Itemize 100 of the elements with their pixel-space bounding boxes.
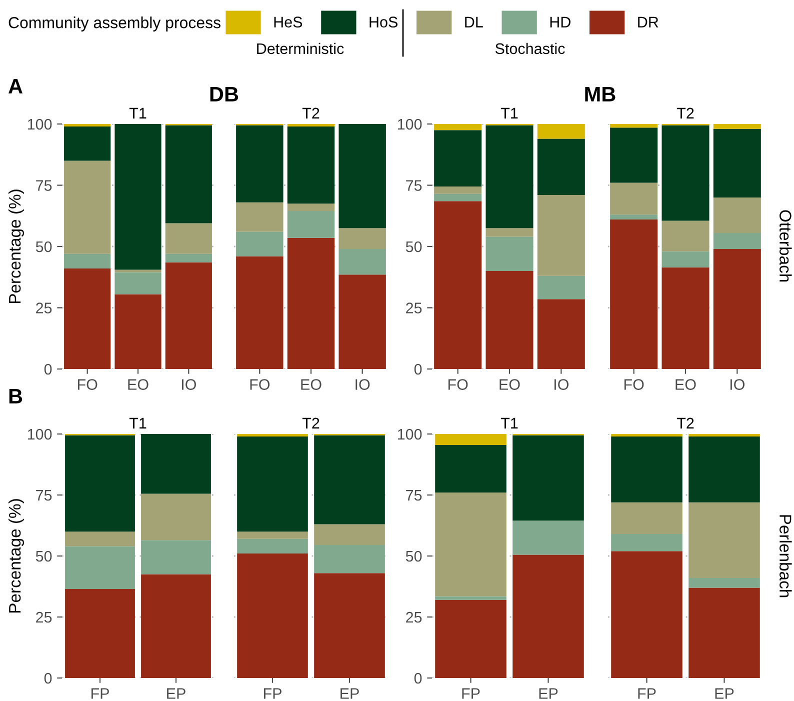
bar (314, 573, 385, 678)
y-tick-label: 75 (406, 490, 422, 501)
bar (512, 520, 584, 555)
bar (338, 274, 386, 369)
chart-title: T1 (129, 418, 146, 428)
bar (688, 588, 760, 678)
legend-label: HoS (370, 16, 398, 28)
bar (141, 574, 211, 678)
y-tick-label: 0 (44, 364, 52, 375)
x-tick-label: FO (624, 379, 644, 390)
bar (486, 228, 534, 237)
x-tick-label: EO (301, 379, 322, 390)
chart-title: T2 (302, 418, 320, 428)
x-tick-label: IO (182, 379, 196, 390)
bar (236, 125, 284, 202)
bar (434, 201, 482, 369)
bar (314, 524, 385, 546)
legend-label: DL (465, 16, 483, 28)
x-tick-label: FO (250, 379, 270, 390)
legend-label: HeS (274, 16, 302, 28)
x-tick-label: EP (167, 688, 186, 699)
x-tick-label: FO (448, 379, 468, 390)
text: A (8, 79, 22, 94)
x-tick-label: FO (78, 379, 98, 390)
bar (434, 194, 482, 202)
x-tick-label: FP (91, 688, 109, 699)
bar (610, 124, 658, 128)
y-tick-label: 50 (406, 550, 422, 562)
bar (64, 254, 111, 269)
bar (662, 220, 710, 252)
y-tick-label: 50 (36, 550, 52, 562)
bar (434, 186, 482, 194)
bar (287, 238, 335, 369)
x-tick-label: EP (539, 688, 558, 699)
chart-title: T2 (676, 108, 694, 118)
bar (165, 125, 212, 224)
bar (338, 124, 386, 228)
bar (435, 444, 506, 493)
bar (610, 214, 658, 220)
bar (611, 551, 682, 678)
bar (114, 272, 162, 294)
bar (662, 251, 710, 268)
bar (314, 435, 385, 524)
bar (314, 545, 385, 574)
bar (688, 578, 760, 588)
bar (486, 125, 534, 228)
x-tick-label: EO (676, 379, 696, 390)
bar (114, 124, 162, 270)
chart-title: T1 (500, 108, 518, 118)
bar (537, 299, 585, 369)
bar (486, 236, 534, 271)
y-tick-label: 0 (414, 672, 422, 684)
x-tick-label: IO (730, 379, 744, 390)
bar (338, 228, 386, 249)
bar (537, 195, 585, 276)
y-tick-label: 100 (398, 118, 422, 130)
text: Stochastic (495, 42, 565, 54)
bar (65, 435, 135, 532)
bar (434, 130, 482, 186)
bar (537, 276, 585, 300)
x-tick-label: EO (500, 379, 520, 390)
bar (237, 436, 308, 532)
y-tick-label: 100 (28, 428, 52, 440)
bar (662, 125, 710, 221)
y-tick-label: 25 (406, 302, 422, 314)
bar (237, 532, 308, 539)
bar (611, 502, 682, 534)
bar (688, 436, 760, 502)
bar (65, 588, 135, 678)
text: Perlenbach (780, 515, 792, 598)
y-tick-label: 100 (398, 428, 422, 440)
text: DB (210, 87, 238, 102)
bar (434, 124, 482, 130)
x-tick-label: FP (462, 688, 480, 699)
y-tick-label: 25 (36, 612, 52, 623)
bar (65, 546, 135, 589)
bar (610, 220, 658, 369)
bar (165, 254, 212, 262)
bar (713, 128, 761, 198)
bar (141, 494, 211, 540)
bar (713, 124, 761, 129)
bar (165, 262, 212, 369)
y-tick-label: 0 (44, 672, 52, 684)
x-tick-label: FP (264, 688, 282, 699)
y-tick-label: 75 (406, 180, 422, 191)
bar (287, 126, 335, 204)
y-tick-label: 50 (36, 241, 52, 252)
bar (114, 294, 162, 369)
bar (512, 554, 584, 678)
bar (537, 138, 585, 196)
y-tick-label: 75 (36, 180, 52, 191)
chart-title: T1 (129, 108, 146, 118)
bar (713, 198, 761, 234)
x-tick-label: IO (554, 379, 568, 390)
bar (435, 600, 506, 678)
bar (64, 126, 111, 161)
y-tick-label: 25 (36, 302, 52, 314)
bar (65, 532, 135, 546)
legend-label: DR (638, 16, 658, 28)
bar (611, 436, 682, 502)
